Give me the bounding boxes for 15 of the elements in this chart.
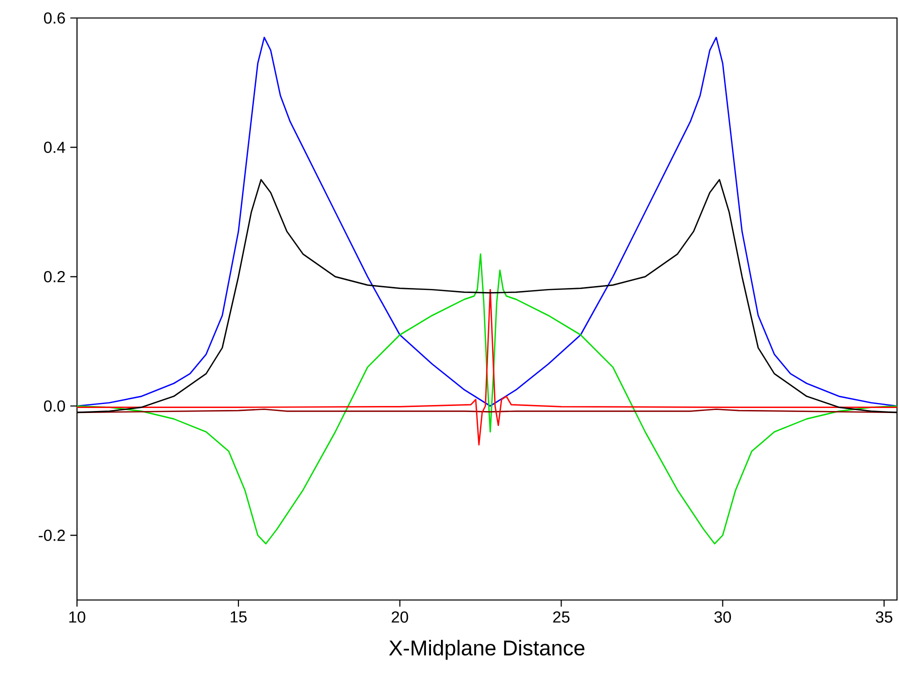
y-tick-label: 0.4 <box>44 142 66 153</box>
line-series <box>77 253 898 544</box>
y-tick-label: 0.6 <box>44 12 65 24</box>
x-tick-label: 15 <box>230 611 247 623</box>
x-tick-label: 10 <box>69 611 86 623</box>
line-series <box>77 36 898 407</box>
x-tick-label: 30 <box>714 611 731 623</box>
x-tick-label: 25 <box>553 611 570 623</box>
x-tick-label: 20 <box>392 611 408 623</box>
x-axis-title: X-Midplane Distance <box>389 640 584 660</box>
y-tick-label: 0.2 <box>44 271 65 282</box>
y-tick-label: 0.0 <box>44 400 66 412</box>
line-series <box>77 288 898 446</box>
x-tick-label: 35 <box>876 611 892 623</box>
y-tick-label: -0.2 <box>38 530 65 541</box>
